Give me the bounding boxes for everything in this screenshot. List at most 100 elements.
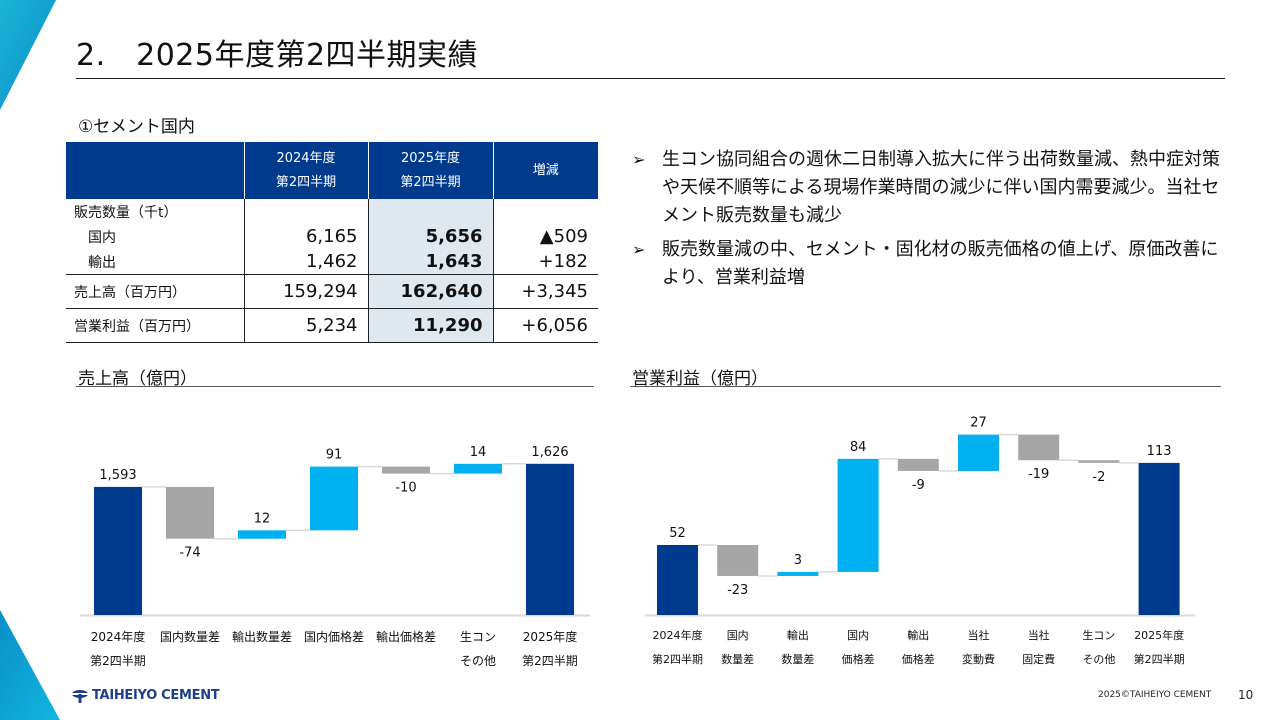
sales-category-label: 生コン bbox=[460, 630, 496, 644]
profit-category-label: 固定費 bbox=[1022, 652, 1055, 666]
profit-value-label: 27 bbox=[970, 416, 987, 431]
table-header-2025: 2025年度 第2四半期 bbox=[367, 142, 493, 199]
logo-icon bbox=[72, 689, 88, 703]
title-divider bbox=[76, 78, 1225, 79]
profit-bar-7 bbox=[1078, 460, 1120, 463]
profit-category-label: 生コン bbox=[1082, 628, 1115, 642]
sales-bar-2 bbox=[238, 530, 286, 539]
profit-value-label: -19 bbox=[1028, 467, 1049, 482]
profit-category-label: 国内 bbox=[847, 628, 869, 642]
sales-value-label: 91 bbox=[326, 448, 343, 463]
profit-bar-6 bbox=[1018, 434, 1060, 461]
row-label: 国内 bbox=[88, 229, 116, 246]
sales-value-label: 14 bbox=[470, 445, 487, 460]
value-diff bbox=[492, 199, 598, 224]
bullet-item: ➢ 生コン協同組合の週休二日制導入拡大に伴う出荷数量減、熱中症対策や天候不順等によ… bbox=[632, 146, 1232, 230]
value-diff: +6,056 bbox=[492, 308, 598, 343]
profit-chart-divider bbox=[630, 386, 1221, 387]
profit-category-label: 2024年度 bbox=[653, 628, 703, 642]
profit-category-label: 変動費 bbox=[962, 652, 995, 666]
table-row: 輸出 1,462 1,643 +182 bbox=[66, 249, 598, 275]
sales-category-label: 輸出価格差 bbox=[376, 629, 436, 644]
value-2024 bbox=[243, 199, 369, 224]
profit-category-label: 価格差 bbox=[902, 652, 935, 666]
profit-value-label: 3 bbox=[794, 553, 802, 568]
sales-value-label: 1,593 bbox=[99, 468, 136, 483]
profit-chart-title: 営業利益（億円） bbox=[632, 369, 768, 389]
sales-bar-4 bbox=[382, 466, 430, 474]
table-row: 国内 6,165 5,656 ▲509 bbox=[66, 224, 598, 249]
sales-category-label: 2024年度 bbox=[91, 629, 146, 644]
value-2025: 162,640 bbox=[368, 274, 493, 309]
sales-category-label: その他 bbox=[460, 654, 496, 668]
profit-category-label: 第2四半期 bbox=[652, 652, 703, 666]
bullet-text: 生コン協同組合の週休二日制導入拡大に伴う出荷数量減、熱中症対策や天候不順等による… bbox=[662, 149, 1220, 226]
value-diff: ▲509 bbox=[492, 224, 598, 249]
bullet-item: ➢ 販売数量減の中、セメント・固化材の販売価格の値上げ、原価改善により、営業利益増 bbox=[632, 236, 1232, 292]
sales-bar-0 bbox=[94, 486, 142, 615]
value-diff: +182 bbox=[492, 249, 598, 275]
sales-category-label: 国内数量差 bbox=[160, 629, 220, 644]
page-title: 2. 2025年度第2四半期実績 bbox=[76, 38, 479, 73]
row-label: 売上高（百万円） bbox=[66, 274, 244, 309]
sales-bar-1 bbox=[166, 486, 214, 539]
row-label: 輸出 bbox=[88, 254, 116, 271]
sales-category-label: 輸出数量差 bbox=[232, 629, 292, 644]
profit-value-label: -9 bbox=[912, 478, 925, 493]
row-label: 販売数量（千t） bbox=[74, 204, 178, 221]
table-header-2024: 2024年度 第2四半期 bbox=[243, 142, 368, 199]
profit-category-label: 国内 bbox=[727, 628, 749, 642]
row-label: 営業利益（百万円） bbox=[66, 308, 244, 343]
bullet-text: 販売数量減の中、セメント・固化材の販売価格の値上げ、原価改善により、営業利益増 bbox=[662, 239, 1219, 288]
sales-category-label: 第2四半期 bbox=[90, 654, 146, 668]
value-2024: 1,462 bbox=[243, 249, 369, 275]
profit-category-label: 2025年度 bbox=[1134, 628, 1184, 642]
profit-category-label: 第2四半期 bbox=[1134, 652, 1185, 666]
profit-value-label: 84 bbox=[850, 440, 867, 455]
company-logo: TAIHEIYO CEMENT bbox=[72, 688, 220, 703]
profit-value-label: -2 bbox=[1092, 470, 1105, 485]
profit-category-label: 輸出 bbox=[907, 628, 929, 642]
profit-bar-5 bbox=[958, 434, 999, 471]
profit-category-label: 当社 bbox=[1028, 628, 1050, 642]
decorative-corner-bottom bbox=[0, 610, 60, 720]
profit-category-label: 当社 bbox=[968, 628, 990, 642]
profit-bar-1 bbox=[717, 545, 759, 576]
sales-chart-divider bbox=[76, 386, 594, 387]
sales-category-label: 2025年度 bbox=[523, 629, 578, 644]
table-header-diff: 増減 bbox=[492, 142, 598, 199]
value-2025: 11,290 bbox=[368, 308, 493, 343]
profit-value-label: -23 bbox=[727, 583, 748, 598]
sales-value-label: -74 bbox=[179, 546, 200, 561]
profit-bar-4 bbox=[897, 458, 939, 471]
section-label: ①セメント国内 bbox=[78, 117, 195, 137]
profit-bar-2 bbox=[777, 571, 819, 576]
decorative-corner-top bbox=[0, 0, 56, 110]
results-table: 2024年度 第2四半期 2025年度 第2四半期 増減 販売数量（千t） 国内 6,1… bbox=[66, 142, 598, 343]
sales-category-label: 第2四半期 bbox=[522, 654, 578, 668]
table-row: 販売数量（千t） bbox=[66, 199, 598, 224]
sales-value-label: 1,626 bbox=[531, 445, 568, 460]
copyright: 2025©TAIHEIYO CEMENT bbox=[1098, 690, 1212, 700]
profit-category-label: 数量差 bbox=[721, 652, 754, 666]
value-2024: 6,165 bbox=[243, 224, 369, 249]
table-row: 営業利益（百万円） 5,234 11,290 +6,056 bbox=[66, 308, 598, 343]
sales-bar-5 bbox=[454, 463, 502, 474]
value-2025: 1,643 bbox=[368, 249, 493, 275]
sales-value-label: -10 bbox=[395, 481, 416, 496]
value-2024: 159,294 bbox=[243, 274, 369, 309]
profit-bar-3 bbox=[837, 458, 879, 572]
sales-value-label: 12 bbox=[254, 511, 271, 526]
sales-category-label: 国内価格差 bbox=[304, 629, 364, 644]
value-2024: 5,234 bbox=[243, 308, 369, 343]
sales-chart-title: 売上高（億円） bbox=[78, 369, 197, 389]
sales-bar-6 bbox=[526, 463, 574, 615]
profit-bar-0 bbox=[657, 545, 698, 615]
profit-category-label: 輸出 bbox=[787, 628, 809, 642]
logo-text: TAIHEIYO CEMENT bbox=[92, 688, 220, 703]
arrow-bullet-icon: ➢ bbox=[632, 150, 646, 169]
table-row: 売上高（百万円） 159,294 162,640 +3,345 bbox=[66, 274, 598, 309]
profit-category-label: その他 bbox=[1082, 653, 1115, 666]
table-header-blank bbox=[66, 142, 244, 199]
